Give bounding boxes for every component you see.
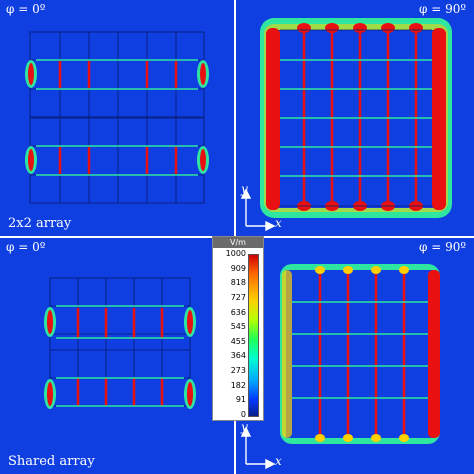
field-map-shared-phi0	[44, 277, 196, 409]
panel-top-right: φ = 90º y x	[236, 0, 474, 236]
angle-label: φ = 0º	[6, 240, 46, 254]
array-caption: 2x2 array	[8, 216, 72, 231]
panel-bottom-right: φ = 90º y x	[236, 238, 474, 474]
colorbar-tick: 91	[235, 395, 246, 405]
colorbar-tick: 1000	[225, 249, 246, 258]
field-map-shared-phi90	[240, 264, 440, 470]
field-map-2x2-phi90	[240, 18, 452, 232]
angle-label: φ = 90º	[419, 2, 466, 16]
colorbar-tick: 0	[240, 410, 246, 419]
colorbar-tick: 273	[230, 366, 246, 376]
angle-label: φ = 0º	[6, 2, 46, 16]
colorbar: V/m 1000 909 818 727 636 545 455 364 273 182 91 0	[212, 236, 264, 421]
colorbar-tick: 545	[230, 322, 246, 332]
panel-top-left: φ = 0º 2x2 array	[0, 0, 234, 236]
panel-bottom-left: φ = 0º Shared array	[0, 238, 234, 474]
colorbar-gradient	[248, 254, 259, 417]
colorbar-tick: 455	[230, 336, 246, 346]
colorbar-tick: 636	[230, 307, 246, 317]
array-caption: Shared array	[8, 454, 95, 469]
colorbar-tick: 818	[230, 278, 246, 288]
axis-x-label: x	[275, 216, 282, 230]
axis-x-label: x	[275, 454, 282, 468]
colorbar-tick: 727	[230, 292, 246, 302]
angle-label: φ = 90º	[419, 240, 466, 254]
axis-y-label: y	[241, 182, 248, 196]
colorbar-tick: 364	[230, 351, 246, 361]
field-map-2x2-phi0	[25, 31, 209, 204]
axis-y-label: y	[241, 420, 248, 434]
colorbar-tick: 909	[230, 263, 246, 273]
colorbar-unit: V/m	[213, 237, 263, 248]
colorbar-tick: 182	[230, 380, 246, 390]
